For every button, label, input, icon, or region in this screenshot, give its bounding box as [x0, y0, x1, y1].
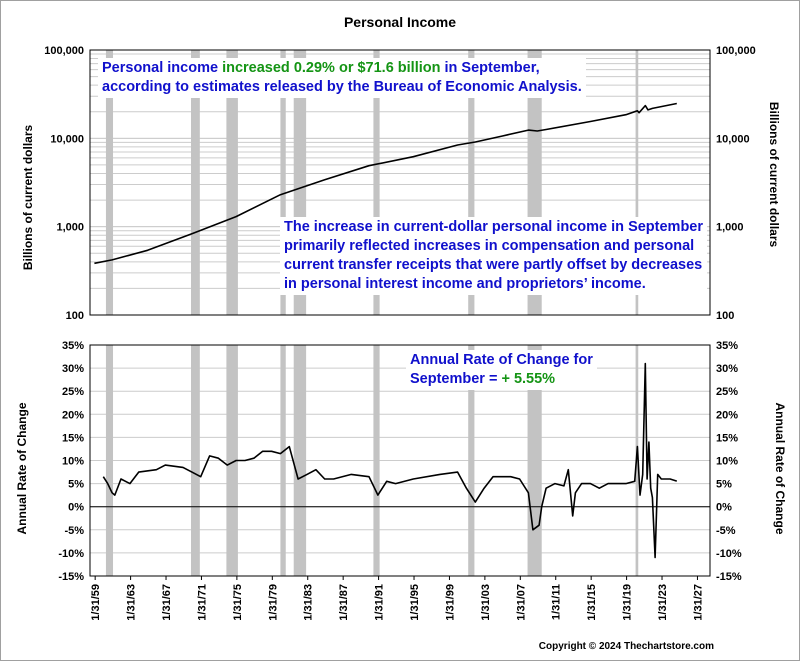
x-tick-label: 1/31/83: [303, 584, 315, 621]
x-tick-label: 1/31/27: [692, 584, 704, 621]
annotation-highlight: + 5.55%: [501, 371, 556, 387]
recession-band: [190, 50, 200, 315]
y-tick-label-left: 25%: [62, 386, 84, 398]
chart-title: Personal Income: [343, 14, 457, 30]
y-tick-label-right: 100: [716, 310, 734, 322]
explanation-line: current transfer receipts that were part…: [284, 257, 703, 273]
personal-income-line: [94, 102, 677, 265]
x-tick-label: 1/31/07: [515, 584, 527, 621]
y-tick-label-right: 25%: [716, 386, 738, 398]
y-tick-label-right: 35%: [716, 340, 738, 352]
y-tick-label-left: 0%: [68, 502, 84, 514]
y-tick-label-left: 15%: [62, 432, 84, 444]
annotation-text: Personal income: [102, 60, 223, 76]
x-tick-label: 1/31/59: [90, 584, 102, 621]
y-tick-label-right: -10%: [716, 548, 742, 560]
recession-band: [105, 345, 114, 576]
bottom-panel-annotation: Annual Rate of Change for September = + …: [406, 350, 597, 390]
y-tick-label-right: -15%: [716, 571, 742, 583]
recession-band: [105, 50, 114, 315]
x-tick-label: 1/31/95: [409, 584, 421, 621]
x-tick-label: 1/31/63: [126, 584, 138, 621]
y-tick-label-left: 100: [66, 310, 84, 322]
y-tick-label-right: 0%: [716, 502, 732, 514]
annotation-text: according to estimates released by the B…: [102, 79, 582, 95]
y-axis-title: Billions of current dollars: [767, 102, 781, 248]
y-tick-label-right: 100,000: [716, 45, 756, 57]
x-tick-label: 1/31/91: [374, 584, 386, 621]
x-tick-label: 1/31/75: [232, 584, 244, 621]
x-tick-label: 1/31/71: [196, 584, 208, 621]
x-tick-label: 1/31/23: [657, 584, 669, 621]
y-tick-label-right: 30%: [716, 363, 738, 375]
recession-band: [373, 50, 380, 315]
y-tick-label-left: 35%: [62, 340, 84, 352]
y-tick-label-left: 100,000: [44, 45, 84, 57]
bottom-panel-border: [89, 344, 711, 577]
y-tick-label-left: 5%: [68, 479, 84, 491]
y-tick-label-left: 20%: [62, 409, 84, 421]
y-axis-title: Billions of current dollars: [21, 125, 35, 271]
y-tick-label-right: 10,000: [716, 133, 750, 145]
annotation-text: Annual Rate of Change for: [410, 352, 593, 368]
explanation-line: in personal interest income and propriet…: [284, 276, 646, 292]
y-tick-label-right: 20%: [716, 409, 738, 421]
y-tick-label-left: -10%: [58, 548, 84, 560]
y-tick-label-left: 10,000: [50, 133, 84, 145]
x-tick-label: 1/31/03: [480, 584, 492, 621]
x-tick-label: 1/31/67: [161, 584, 173, 621]
y-axis-title: Annual Rate of Change: [773, 402, 787, 534]
recession-band: [280, 50, 286, 315]
recession-band: [226, 345, 238, 576]
recession-band: [190, 345, 200, 576]
y-tick-label-right: -5%: [716, 525, 736, 537]
top-panel-explanation: The increase in current-dollar personal …: [280, 217, 708, 295]
annotation-text: in September,: [440, 60, 540, 76]
recession-band: [373, 345, 380, 576]
y-tick-label-left: -5%: [64, 525, 84, 537]
annotation-text: September =: [410, 371, 502, 387]
y-tick-label-right: 10%: [716, 456, 738, 468]
y-tick-label-left: 1,000: [56, 222, 84, 234]
copyright-text: Copyright © 2024 Thechartstore.com: [538, 641, 714, 652]
y-axis-title: Annual Rate of Change: [15, 402, 29, 534]
recession-band: [280, 345, 286, 576]
explanation-line: primarily reflected increases in compens…: [284, 238, 695, 254]
x-tick-label: 1/31/19: [622, 584, 634, 621]
x-tick-label: 1/31/15: [586, 584, 598, 621]
recession-band: [468, 50, 475, 315]
top-panel-annotation: Personal income increased 0.29% or $71.6…: [98, 58, 586, 98]
y-tick-label-left: 10%: [62, 456, 84, 468]
annual-rate-of-change-line: [102, 362, 678, 559]
recession-band: [226, 50, 238, 315]
annotation-highlight: increased 0.29% or $71.6 billion: [222, 60, 441, 76]
x-tick-label: 1/31/11: [551, 584, 563, 620]
x-tick-label: 1/31/99: [444, 584, 456, 621]
y-tick-label-right: 5%: [716, 479, 732, 491]
y-tick-label-right: 15%: [716, 432, 738, 444]
x-tick-label: 1/31/79: [267, 584, 279, 621]
top-panel-border: [89, 49, 711, 316]
y-tick-label-left: 30%: [62, 363, 84, 375]
y-tick-label-left: -15%: [58, 571, 84, 583]
recession-band: [635, 50, 639, 315]
explanation-line: The increase in current-dollar personal …: [284, 219, 704, 235]
y-tick-label-right: 1,000: [716, 222, 744, 234]
x-tick-label: 1/31/87: [338, 584, 350, 621]
recession-band: [468, 345, 475, 576]
recession-band: [293, 345, 307, 576]
